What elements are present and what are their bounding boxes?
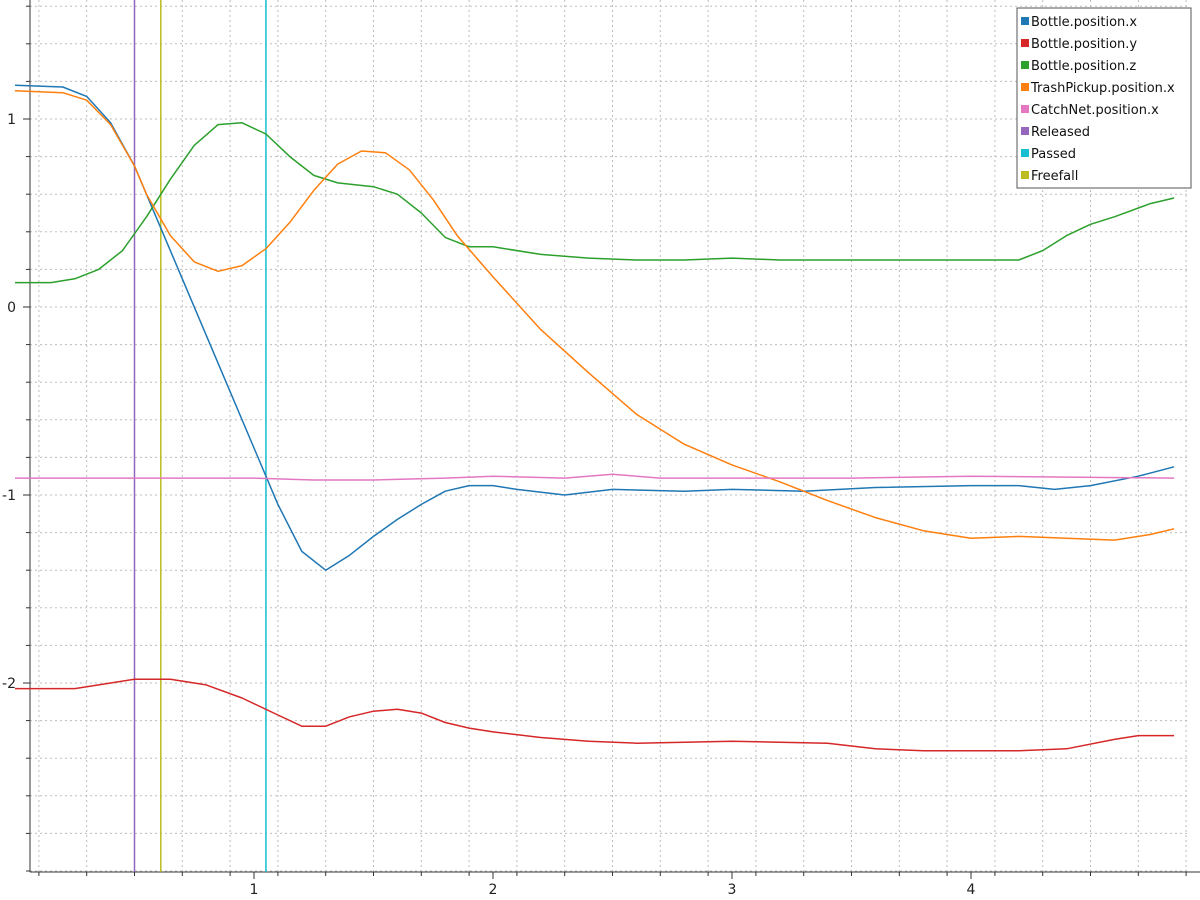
legend-swatch (1021, 61, 1029, 69)
legend-swatch (1021, 171, 1029, 179)
legend-swatch (1021, 17, 1029, 25)
legend-swatch (1021, 127, 1029, 135)
legend-label: Bottle.position.z (1031, 59, 1136, 74)
series-catchnet-position-x (15, 473, 1175, 481)
legend-label: Freefall (1031, 169, 1078, 184)
event-markers (133, 0, 267, 872)
series-bottle-position-z (15, 122, 1175, 284)
legend-label: Bottle.position.x (1031, 15, 1137, 30)
chart-grid (30, 0, 1188, 872)
x-tick-label: 3 (728, 882, 737, 898)
series-bottle-position-y (15, 678, 1175, 752)
x-tick-label: 2 (489, 882, 498, 898)
legend-swatch (1021, 39, 1029, 47)
legend-swatch (1021, 105, 1029, 113)
legend-label: TrashPickup.position.x (1030, 81, 1175, 96)
legend-label: Bottle.position.y (1031, 37, 1137, 52)
legend-swatch (1021, 83, 1029, 91)
y-tick-label: 1 (7, 112, 16, 128)
x-tick-label: 4 (967, 882, 976, 898)
legend-label: Passed (1031, 147, 1076, 162)
chart-series (14, 84, 1175, 752)
legend-box (1016, 7, 1192, 189)
legend-swatch (1021, 149, 1029, 157)
legend-label: Released (1031, 125, 1090, 140)
y-tick-label: -2 (2, 676, 16, 692)
series-trashpickup-position-x (14, 90, 1175, 541)
y-tick-label: 0 (7, 300, 16, 316)
y-tick-label: -1 (2, 488, 16, 504)
x-tick-label: 1 (250, 882, 259, 898)
legend-label: CatchNet.position.x (1031, 103, 1159, 118)
chart-legend: Bottle.position.x Bottle.position.y Bottle… (1016, 7, 1192, 189)
series-bottle-position-x (14, 84, 1175, 571)
